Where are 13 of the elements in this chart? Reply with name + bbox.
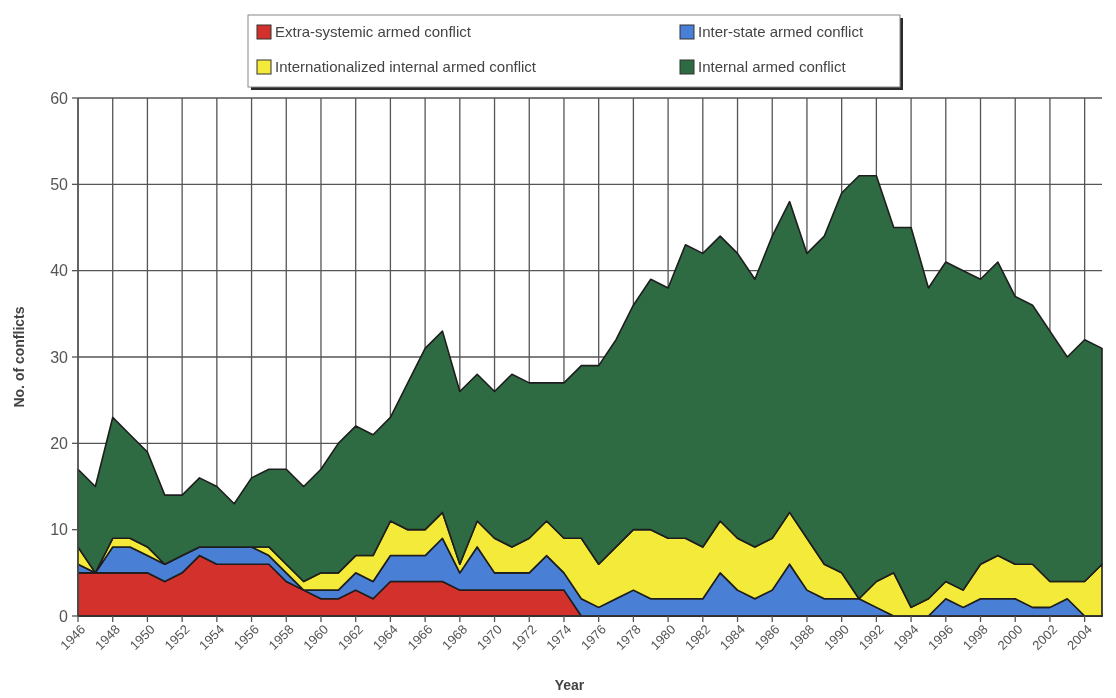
y-tick-label: 60: [50, 89, 69, 107]
legend-label: Extra-systemic armed conflict: [275, 23, 472, 41]
legend-label: Internationalized internal armed conflict: [275, 58, 537, 76]
legend-label: Internal armed conflict: [698, 58, 847, 76]
y-tick-label: 30: [50, 348, 69, 366]
y-axis-title: No. of conflicts: [11, 306, 27, 408]
y-tick-label: 10: [50, 521, 69, 539]
y-tick-label: 40: [50, 262, 69, 280]
y-tick-label: 0: [59, 607, 69, 625]
legend-label: Inter-state armed conflict: [698, 23, 864, 41]
y-tick-label: 20: [50, 434, 69, 452]
x-axis-title: Year: [554, 677, 585, 693]
y-tick-label: 50: [50, 175, 69, 193]
